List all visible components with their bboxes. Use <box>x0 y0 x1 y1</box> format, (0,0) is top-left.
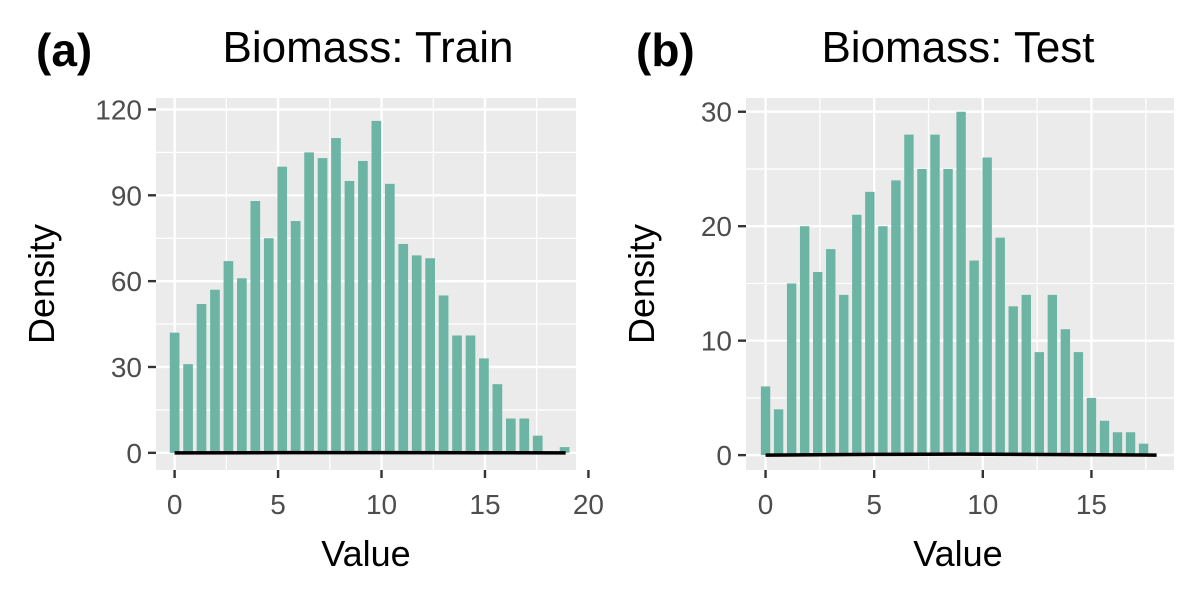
histogram-bar <box>773 409 784 456</box>
histogram-bar <box>223 261 234 453</box>
x-axis-title-a: Value <box>321 533 410 574</box>
panel-letter-b: (b) <box>636 24 695 76</box>
y-tick-label: 20 <box>701 211 732 242</box>
histogram-bar <box>344 180 355 453</box>
histogram-bar <box>263 238 274 453</box>
panel-letter-a: (a) <box>36 24 92 76</box>
histogram-bar <box>1073 352 1084 456</box>
y-tick-label: 90 <box>111 180 142 211</box>
x-axis-title-b: Value <box>913 533 1002 574</box>
y-axis-title-b: Density <box>621 224 662 344</box>
x-axis-b: 0 5 10 15 <box>758 470 1107 520</box>
histogram-bar <box>839 294 849 456</box>
histogram-bar <box>1086 397 1097 456</box>
histogram-bar <box>425 258 435 453</box>
histogram-bar <box>1125 432 1136 456</box>
x-tick-label: 5 <box>270 489 286 520</box>
panel-title-a: Biomass: Train <box>223 23 514 72</box>
histogram-bar <box>237 278 247 453</box>
histogram-bar <box>317 158 328 453</box>
histogram-bar <box>358 160 368 453</box>
x-tick-label: 20 <box>573 489 604 520</box>
histogram-bar <box>505 418 516 453</box>
y-tick-label: 60 <box>111 266 142 297</box>
histogram-bar <box>865 191 875 456</box>
histogram-bar <box>760 386 771 456</box>
histogram-bar <box>878 226 888 456</box>
histogram-bar <box>1008 306 1018 456</box>
histogram-bar <box>384 183 395 453</box>
histogram-bar <box>532 435 543 453</box>
histogram-bar <box>1060 329 1071 456</box>
histogram-bar <box>492 384 503 453</box>
histogram-bar <box>465 335 476 453</box>
histogram-bar <box>891 180 901 456</box>
density-curve <box>765 452 1157 457</box>
histogram-bar <box>277 166 288 453</box>
histogram-bar <box>519 418 530 453</box>
y-tick-label: 30 <box>701 97 732 128</box>
histogram-bar <box>813 271 823 456</box>
histogram-bar <box>1047 294 1058 456</box>
x-tick-label: 0 <box>167 489 183 520</box>
histogram-bar <box>371 120 382 453</box>
x-tick-label: 10 <box>366 489 397 520</box>
histogram-bar <box>398 243 409 453</box>
y-tick-label: 0 <box>126 438 142 469</box>
histogram-bar <box>786 283 797 456</box>
plot-panel-b <box>746 98 1174 470</box>
histogram-bar <box>1138 443 1149 456</box>
x-tick-label: 5 <box>866 489 882 520</box>
histogram-bar <box>250 201 261 453</box>
x-axis-a: 0 5 10 15 20 <box>167 470 604 520</box>
histogram-bar <box>479 358 489 453</box>
histogram-bar <box>982 157 992 456</box>
histogram-bar <box>969 260 979 456</box>
histogram-bars-a <box>169 120 570 453</box>
histogram-bar <box>1034 352 1044 456</box>
y-tick-label: 120 <box>95 94 142 125</box>
histogram-bar <box>799 226 810 456</box>
histogram-bar <box>452 335 462 453</box>
histogram-bar <box>826 249 836 456</box>
density-line-b <box>765 452 1157 457</box>
x-tick-label: 0 <box>758 489 774 520</box>
histogram-bar <box>852 214 862 456</box>
plot-panel-a <box>156 98 590 470</box>
histogram-bar <box>411 255 422 453</box>
histogram-bar <box>943 168 953 456</box>
y-axis-a: 0 30 60 90 120 <box>95 94 156 469</box>
y-tick-label: 10 <box>701 326 732 357</box>
y-tick-label: 0 <box>716 440 732 471</box>
histogram-bar <box>438 295 449 453</box>
x-tick-label: 10 <box>967 489 998 520</box>
histogram-bar <box>304 152 314 453</box>
histogram-bar <box>904 134 914 456</box>
histogram-bar <box>1021 294 1031 456</box>
panel-b: (b) Biomass: Test 0 10 20 30 0 5 10 15 Value D… <box>621 23 1174 574</box>
histogram-bar <box>196 304 207 453</box>
histogram-bar <box>1112 432 1123 456</box>
histogram-bar <box>169 332 180 453</box>
histogram-bar <box>995 237 1005 456</box>
y-tick-label: 30 <box>111 352 142 383</box>
histogram-bars-b <box>760 111 1149 456</box>
histogram-bar <box>210 289 220 453</box>
histogram-bar <box>290 221 301 453</box>
x-tick-label: 15 <box>469 489 500 520</box>
histogram-bar <box>183 364 193 453</box>
y-axis-title-a: Density <box>21 224 62 344</box>
panel-title-b: Biomass: Test <box>821 23 1094 72</box>
panel-a: (a) Biomass: Train 0 30 60 90 120 0 5 10 15 20 V… <box>21 23 604 574</box>
y-axis-b: 0 10 20 30 <box>701 97 746 471</box>
histogram-bar <box>559 447 570 453</box>
x-tick-label: 15 <box>1076 489 1107 520</box>
histogram-bar <box>930 134 940 456</box>
histogram-bar <box>956 111 966 456</box>
histogram-bar <box>331 138 341 453</box>
histogram-bar <box>917 168 927 456</box>
histogram-bar <box>1099 420 1110 456</box>
